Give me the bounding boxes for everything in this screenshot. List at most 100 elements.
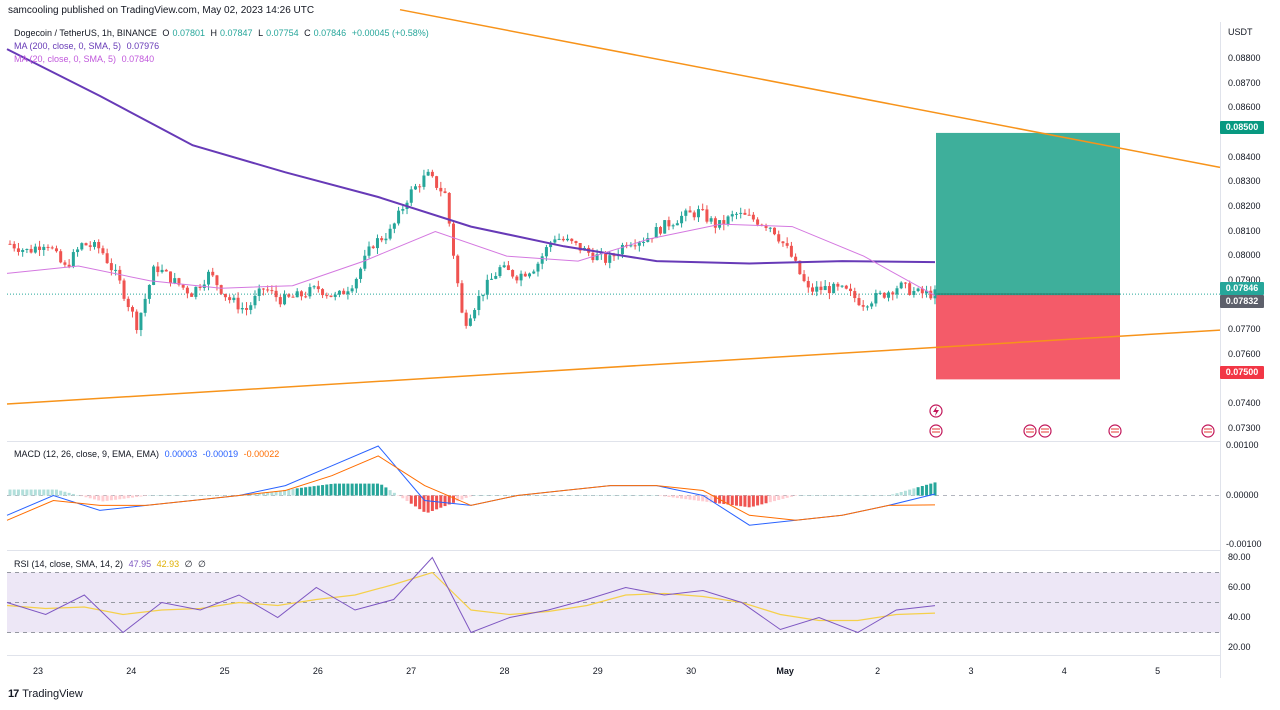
macd-histogram-bar [616,495,620,496]
candle-body [46,246,50,248]
macd-histogram-bar [59,490,63,496]
candle-body [105,253,109,264]
macd-histogram-bar [223,495,227,496]
ohlc-high: 0.07847 [220,28,253,38]
long-position-tool [7,132,1220,380]
macd-histogram-bar [126,495,130,499]
candle-body [688,210,692,213]
rsi-tick-label: 20.00 [1228,641,1251,652]
macd-histogram-bar [713,495,717,503]
candle-body [772,227,776,235]
candle-body [705,209,709,222]
candle-body [63,262,67,265]
macd-histogram-bar [342,483,346,496]
macd-histogram-bar [109,495,113,501]
candle-body [346,291,350,295]
main-legend[interactable]: Dogecoin / TetherUS, 1h, BINANCE O 0.0780… [14,27,432,39]
price-tick-label: 0.08600 [1228,102,1261,113]
candle-body [544,247,548,257]
candle-body [451,223,455,256]
rsi-extra2: ∅ [198,559,206,569]
pane-separator-macd[interactable] [7,441,1220,442]
candle-body [768,227,772,229]
macd-histogram-bar [468,495,472,497]
macd-histogram-bar [261,492,265,496]
macd-histogram-bar [409,495,413,504]
candle-body [608,255,612,263]
macd-histogram-bar [181,495,185,496]
candle-body [908,283,912,295]
macd-histogram-bar [650,495,654,496]
candle-body [169,271,173,284]
macd-histogram-bar [870,495,874,496]
macd-histogram-bar [658,495,662,496]
candle-body [853,291,857,299]
macd-histogram-bar [477,495,481,496]
macd-histogram-bar [392,492,396,496]
rsi-pane [6,556,1220,634]
candle-body [354,278,358,289]
candle-body [367,246,371,256]
candle-body [747,214,751,216]
macd-histogram-bar [405,495,409,501]
macd-histogram-bar [853,495,857,496]
candle-body [401,209,405,211]
ohlc-open: 0.07801 [172,28,205,38]
macd-legend[interactable]: MACD (12, 26, close, 9, EMA, EMA) 0.0000… [14,448,282,460]
ohlc-low: 0.07754 [266,28,299,38]
candle-body [426,171,430,176]
macd-histogram-bar [228,495,232,496]
macd-histogram-bar [363,483,367,496]
ohlc-close: 0.07846 [313,28,347,38]
candle-body [861,305,865,307]
rsi-legend[interactable]: RSI (14, close, SMA, 14, 2) 47.95 42.93 … [14,558,209,570]
candle-body [891,292,895,295]
candle-body [903,282,907,284]
macd-histogram-bar [430,495,434,511]
macd-histogram-bar [367,483,371,496]
candle-body [912,291,916,295]
macd-histogram-bar [599,495,603,496]
macd-histogram-bar [861,495,865,496]
pane-separator-rsi[interactable] [7,550,1220,551]
macd-histogram-bar [494,495,498,496]
candle-body [477,296,481,310]
macd-histogram-bar [857,495,861,496]
macd-histogram-bar [654,495,658,496]
candle-body [916,288,920,292]
candle-body [101,248,105,254]
macd-histogram-bar [561,495,565,496]
macd-histogram-bar [359,483,363,496]
macd-histogram-bar [130,495,134,498]
time-tick-label: 3 [968,666,974,676]
candle-body [781,241,785,244]
macd-histogram-bar [684,495,688,500]
candle-body [920,288,924,294]
macd-histogram-bar [426,495,430,513]
candle-body [887,292,891,298]
prev-price-badge: 0.07832 [1220,295,1264,308]
tradingview-footer[interactable]: 17 TradingView [8,688,83,700]
candle-body [633,245,637,247]
macd-histogram-bar [523,495,527,496]
macd-histogram-bar [840,495,844,496]
ma20-legend[interactable]: MA (20, close, 0, SMA, 5) 0.07840 [14,53,157,65]
macd-histogram-bar [891,494,895,496]
candle-body [536,263,540,272]
macd-histogram-bar [456,495,460,502]
macd-histogram-bar [865,495,869,496]
candle-body [882,292,886,298]
macd-histogram-bar [878,495,882,496]
candle-body [692,212,696,218]
macd-histogram-bar [443,495,447,507]
macd-histogram-bar [827,495,831,496]
target-price-badge: 0.08500 [1220,121,1264,134]
candle-body [274,290,278,298]
ma200-legend[interactable]: MA (200, close, 0, SMA, 5) 0.07976 [14,40,162,52]
candle-body [540,256,544,264]
macd-histogram-bar [595,495,599,496]
candle-body [435,176,439,188]
macd-histogram-bar [33,489,37,496]
candle-body [236,297,240,310]
